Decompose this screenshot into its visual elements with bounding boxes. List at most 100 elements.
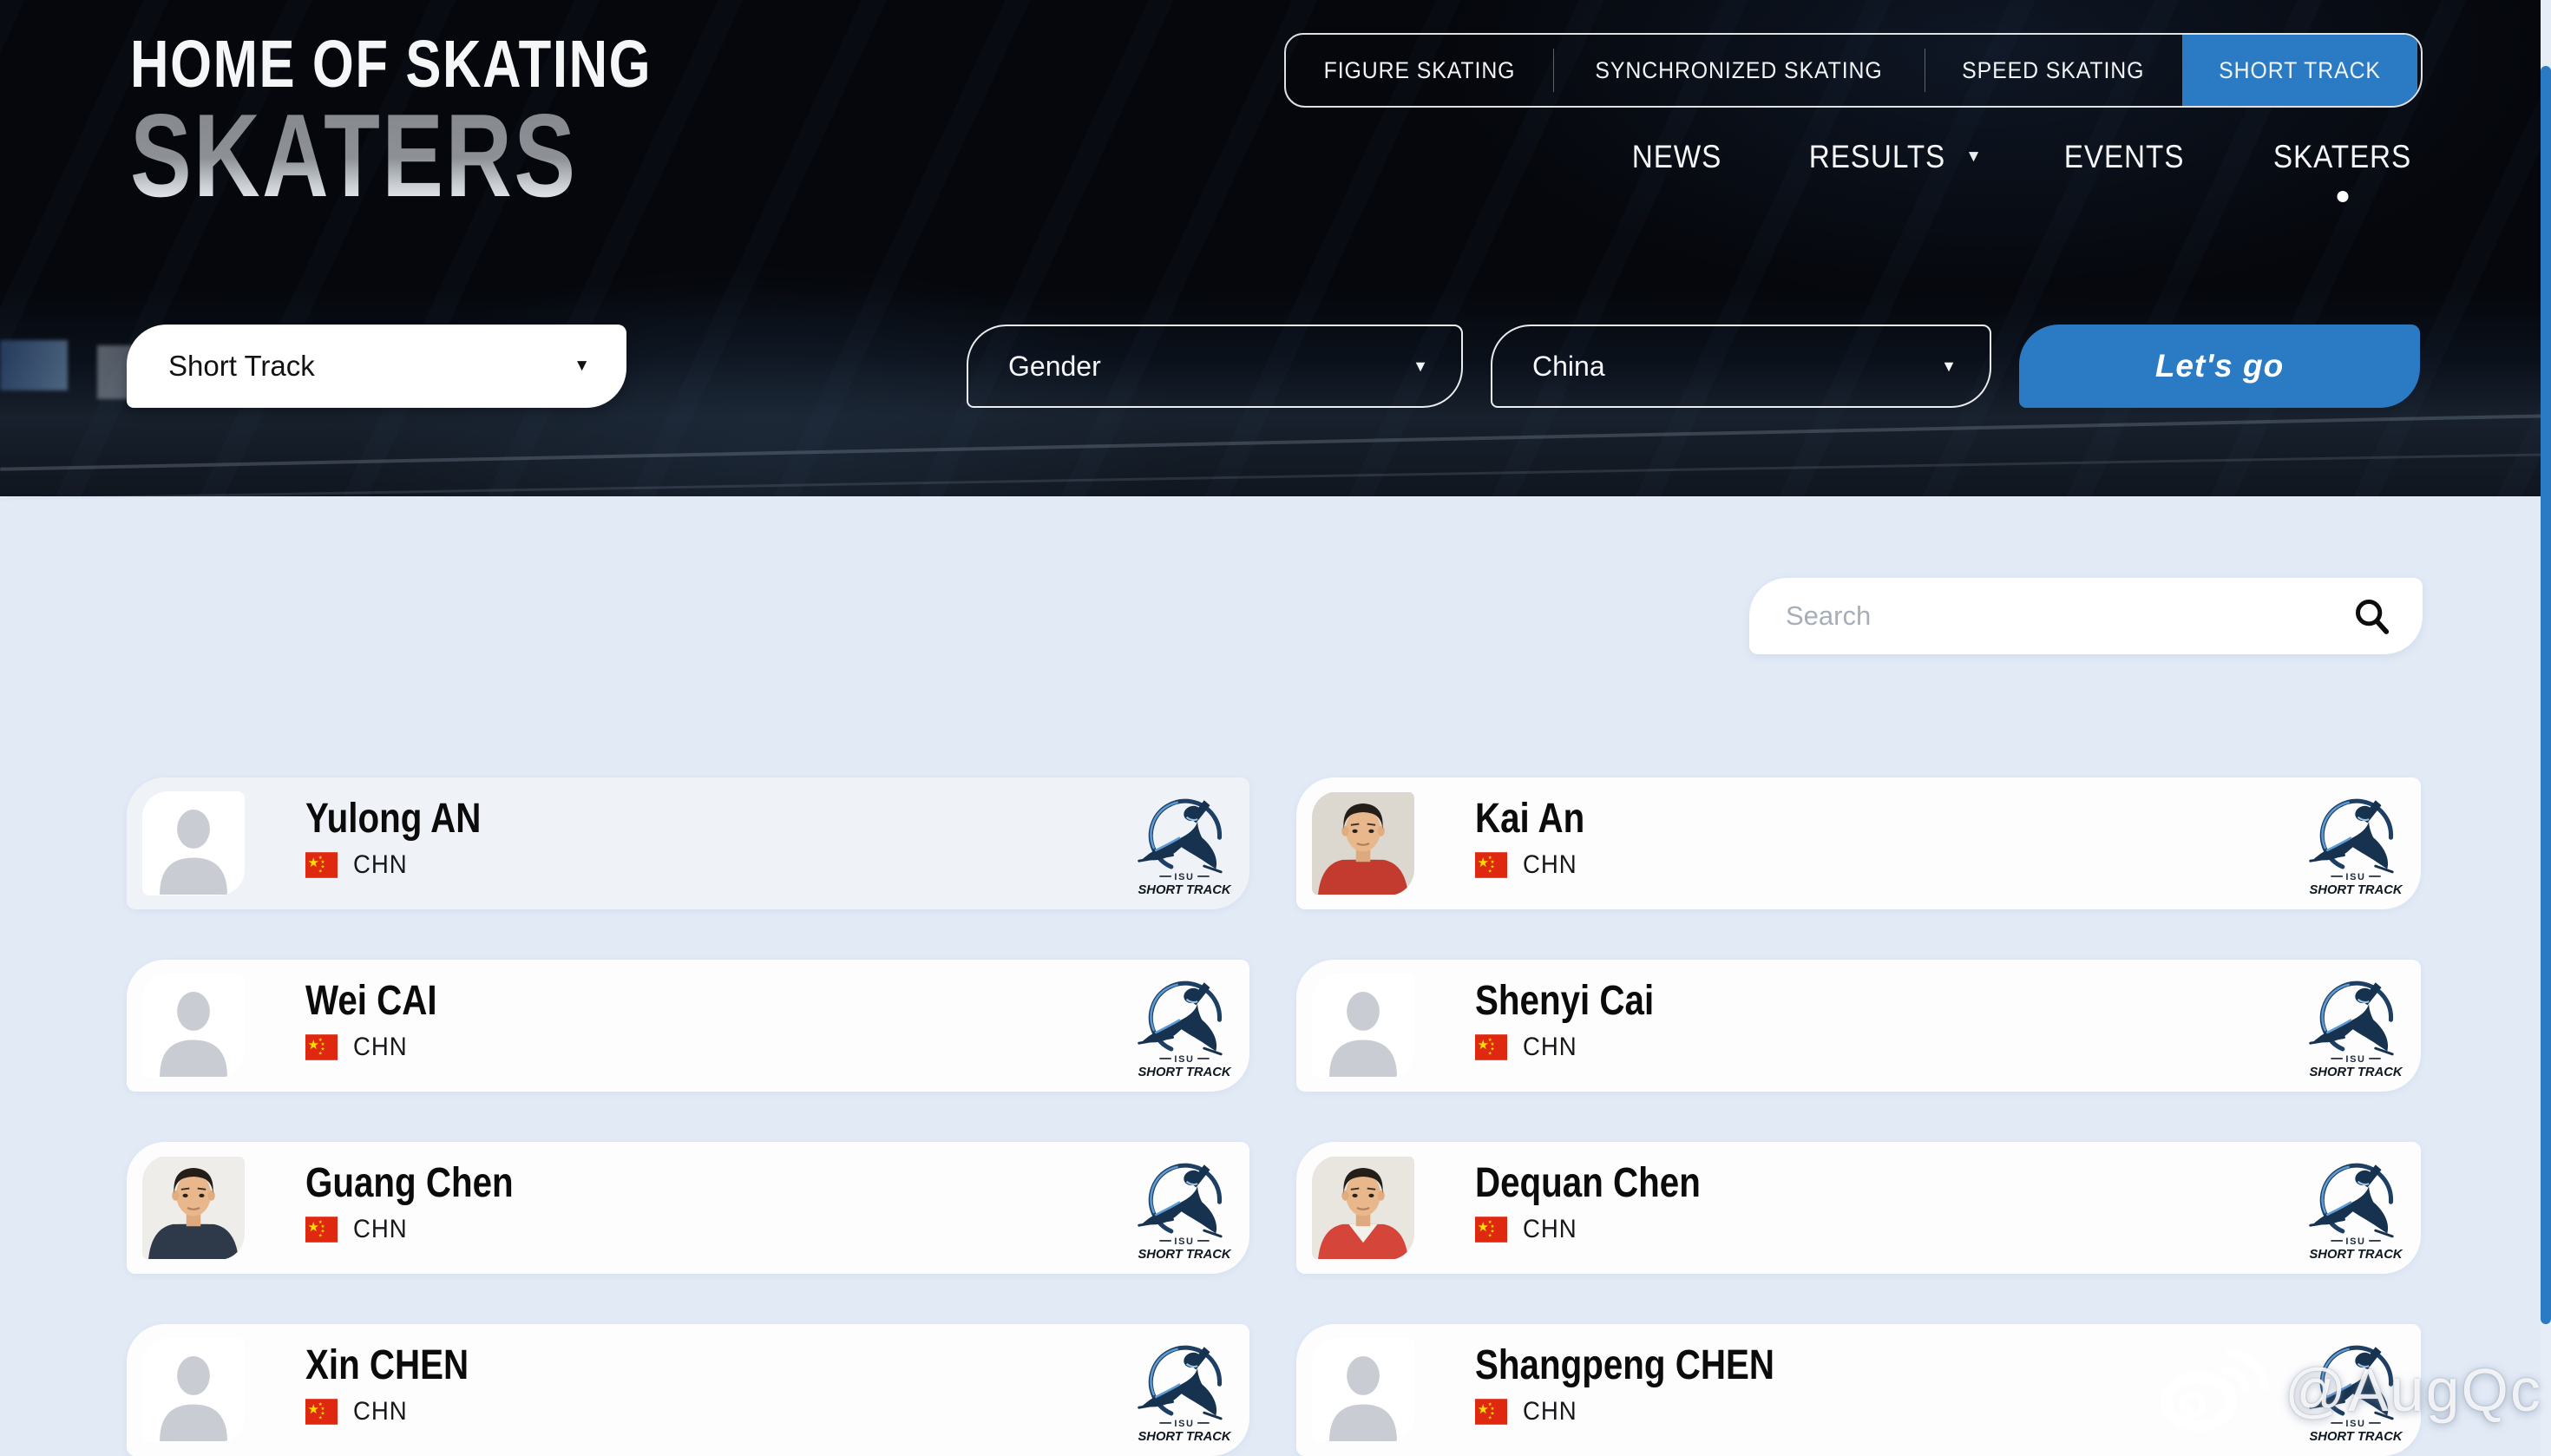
- search-box: [1749, 578, 2423, 654]
- svg-text:SHORT TRACK: SHORT TRACK: [1138, 1066, 1231, 1079]
- svg-text:★: ★: [1491, 1223, 1495, 1230]
- active-nav-dot: [2337, 191, 2349, 202]
- svg-text:ISU: ISU: [2345, 1236, 2365, 1247]
- country-code: CHN: [353, 850, 408, 879]
- china-flag-icon: ★ ★ ★ ★ ★: [305, 1217, 338, 1243]
- skater-name: Shangpeng CHEN: [1475, 1342, 1774, 1388]
- isu-short-track-logo: ISU SHORT TRACK: [1133, 1335, 1236, 1446]
- skater-avatar: [1312, 791, 1414, 895]
- country-dropdown-value: China: [1532, 350, 1605, 382]
- svg-text:SHORT TRACK: SHORT TRACK: [2309, 1430, 2403, 1444]
- svg-text:ISU: ISU: [2345, 872, 2365, 882]
- svg-text:★: ★: [1491, 1406, 1495, 1412]
- svg-text:★: ★: [1491, 859, 1495, 865]
- country-row: ★ ★ ★ ★ ★ CHN: [305, 850, 412, 880]
- svg-text:★: ★: [321, 859, 325, 865]
- skater-photo: [1312, 1157, 1414, 1259]
- skater-card[interactable]: Shenyi Cai ★ ★ ★ ★ ★ CHN: [1296, 960, 2421, 1092]
- svg-text:★: ★: [1488, 1037, 1492, 1043]
- skater-card[interactable]: Wei CAI ★ ★ ★ ★ ★ CHN: [127, 960, 1249, 1092]
- nav-item-events[interactable]: EVENTS: [2063, 139, 2185, 174]
- isu-short-track-logo: ISU SHORT TRACK: [2305, 970, 2407, 1081]
- svg-text:SHORT TRACK: SHORT TRACK: [2309, 1066, 2403, 1079]
- nav-item-skaters[interactable]: SKATERS: [2266, 139, 2419, 202]
- skater-card[interactable]: Dequan Chen ★ ★ ★ ★ ★ CHN: [1296, 1142, 2421, 1274]
- svg-text:★: ★: [1488, 1401, 1492, 1407]
- dropdown-caret-icon: ▼: [1941, 357, 1957, 375]
- china-flag-icon: ★ ★ ★ ★ ★: [305, 1399, 338, 1425]
- skater-name: Dequan Chen: [1475, 1160, 1701, 1206]
- site-logo[interactable]: HOME OF SKATING SKATERS: [130, 30, 783, 214]
- isu-short-track-logo: ISU SHORT TRACK: [2305, 1335, 2407, 1446]
- skater-name: Wei CAI: [305, 978, 437, 1024]
- svg-text:★: ★: [318, 855, 323, 861]
- svg-text:★: ★: [321, 1406, 325, 1412]
- isu-short-track-logo: ISU SHORT TRACK: [1133, 970, 1236, 1081]
- country-row: ★ ★ ★ ★ ★ CHN: [305, 1033, 412, 1062]
- discipline-dropdown-value: Short Track: [168, 350, 315, 382]
- hero-header: HOME OF SKATING SKATERS FIGURE SKATING S…: [0, 0, 2551, 501]
- svg-text:SHORT TRACK: SHORT TRACK: [2309, 1248, 2403, 1262]
- gender-dropdown[interactable]: Gender ▼: [967, 325, 1463, 408]
- china-flag-icon: ★ ★ ★ ★ ★: [1475, 852, 1507, 878]
- country-row: ★ ★ ★ ★ ★ CHN: [1475, 1397, 1582, 1426]
- svg-text:★: ★: [1491, 1229, 1495, 1235]
- svg-text:★: ★: [321, 1411, 325, 1417]
- gender-dropdown-value: Gender: [1008, 350, 1101, 382]
- person-placeholder-icon: [142, 974, 245, 1077]
- svg-text:★: ★: [1477, 856, 1488, 870]
- svg-text:★: ★: [1477, 1221, 1488, 1235]
- skater-avatar: [142, 1156, 245, 1260]
- country-dropdown[interactable]: China ▼: [1491, 325, 1991, 408]
- scrollbar-thumb[interactable]: [2541, 66, 2551, 1324]
- svg-text:★: ★: [1488, 1233, 1492, 1239]
- china-flag-icon: ★ ★ ★ ★ ★: [305, 852, 338, 878]
- search-input[interactable]: [1786, 600, 2351, 632]
- skater-card[interactable]: Guang Chen ★ ★ ★ ★ ★ CHN: [127, 1142, 1249, 1274]
- skater-avatar: [1312, 974, 1414, 1078]
- skater-photo: [1312, 792, 1414, 895]
- country-code: CHN: [1523, 1033, 1577, 1061]
- search-icon[interactable]: [2351, 596, 2391, 636]
- isu-short-track-logo: ISU SHORT TRACK: [2305, 788, 2407, 899]
- skater-card[interactable]: Shangpeng CHEN ★ ★ ★ ★ ★ CHN: [1296, 1324, 2421, 1456]
- skater-card[interactable]: Kai An ★ ★ ★ ★ ★ CHN: [1296, 777, 2421, 909]
- isu-short-track-logo: ISU SHORT TRACK: [1133, 1152, 1236, 1263]
- svg-text:★: ★: [307, 1221, 318, 1235]
- isu-short-track-logo: ISU SHORT TRACK: [1133, 788, 1236, 899]
- tab-figure-skating[interactable]: FIGURE SKATING: [1323, 56, 1516, 83]
- skater-avatar: [1312, 1156, 1414, 1260]
- lets-go-button[interactable]: Let's go: [2019, 325, 2420, 408]
- dropdown-caret-icon: ▼: [574, 357, 590, 375]
- discipline-nav: FIGURE SKATING SYNCHRONIZED SKATING SPEE…: [1284, 33, 2423, 108]
- svg-text:★: ★: [307, 1403, 318, 1417]
- nav-item-results[interactable]: RESULTS ▼: [1808, 139, 1983, 174]
- tab-synchronized-skating[interactable]: SYNCHRONIZED SKATING: [1553, 35, 1925, 106]
- svg-text:SHORT TRACK: SHORT TRACK: [2309, 883, 2403, 897]
- discipline-dropdown[interactable]: Short Track ▼: [127, 325, 626, 408]
- svg-text:★: ★: [1488, 869, 1492, 875]
- person-placeholder-icon: [142, 792, 245, 895]
- china-flag-icon: ★ ★ ★ ★ ★: [1475, 1399, 1507, 1425]
- nav-item-news[interactable]: NEWS: [1632, 139, 1722, 174]
- skater-photo: [142, 1157, 245, 1259]
- country-code: CHN: [353, 1397, 408, 1426]
- tab-short-track[interactable]: SHORT TRACK: [2181, 35, 2417, 106]
- country-row: ★ ★ ★ ★ ★ CHN: [1475, 1215, 1582, 1244]
- skater-card[interactable]: Xin CHEN ★ ★ ★ ★ ★ CHN: [127, 1324, 1249, 1456]
- svg-text:★: ★: [321, 1041, 325, 1047]
- stadium-ad-board: [0, 340, 68, 390]
- person-placeholder-icon: [1312, 974, 1414, 1077]
- tab-speed-skating[interactable]: SPEED SKATING: [1925, 35, 2182, 106]
- svg-text:★: ★: [307, 856, 318, 870]
- section-nav: NEWS RESULTS ▼ EVENTS SKATERS: [1627, 139, 2419, 202]
- svg-text:★: ★: [1488, 1051, 1492, 1057]
- menu-button[interactable]: [2417, 35, 2421, 106]
- person-placeholder-icon: [142, 1339, 245, 1441]
- svg-text:★: ★: [1488, 1219, 1492, 1225]
- dropdown-caret-icon: ▼: [1413, 357, 1428, 375]
- skater-name: Xin CHEN: [305, 1342, 469, 1388]
- svg-text:★: ★: [318, 1233, 323, 1239]
- skater-card[interactable]: Yulong AN ★ ★ ★ ★ ★ CHN: [127, 777, 1249, 909]
